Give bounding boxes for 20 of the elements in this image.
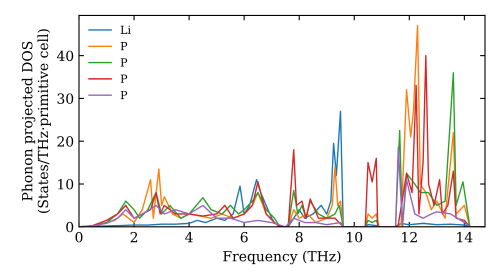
x-tick-label: 2 <box>130 232 138 242</box>
legend-label: P <box>120 74 128 83</box>
x-tick-label: 10 <box>347 232 362 242</box>
legend-label: Li <box>120 26 131 34</box>
x-axis-title: Frequency (THz) <box>223 250 340 264</box>
legend-label: P <box>120 90 128 100</box>
y-axis-title: Phonon projected DOS (States/THz·primitive cell) <box>22 29 51 213</box>
x-tick-label: 4 <box>185 232 193 242</box>
y-tick-label: 40 <box>56 50 74 62</box>
y-tick-label: 10 <box>58 178 74 190</box>
y-tick-label: 0 <box>66 222 74 232</box>
legend-label: P <box>120 42 128 50</box>
x-tick-label: 14 <box>457 232 472 242</box>
x-tick-label: 12 <box>402 232 417 242</box>
x-tick-label: 6 <box>240 232 248 242</box>
legend-label: P <box>120 58 128 66</box>
x-tick-label: 8 <box>296 232 303 242</box>
x-tick-label: 0 <box>75 232 82 242</box>
y-tick-label: 30 <box>58 93 74 104</box>
y-tick-label: 20 <box>57 136 74 147</box>
